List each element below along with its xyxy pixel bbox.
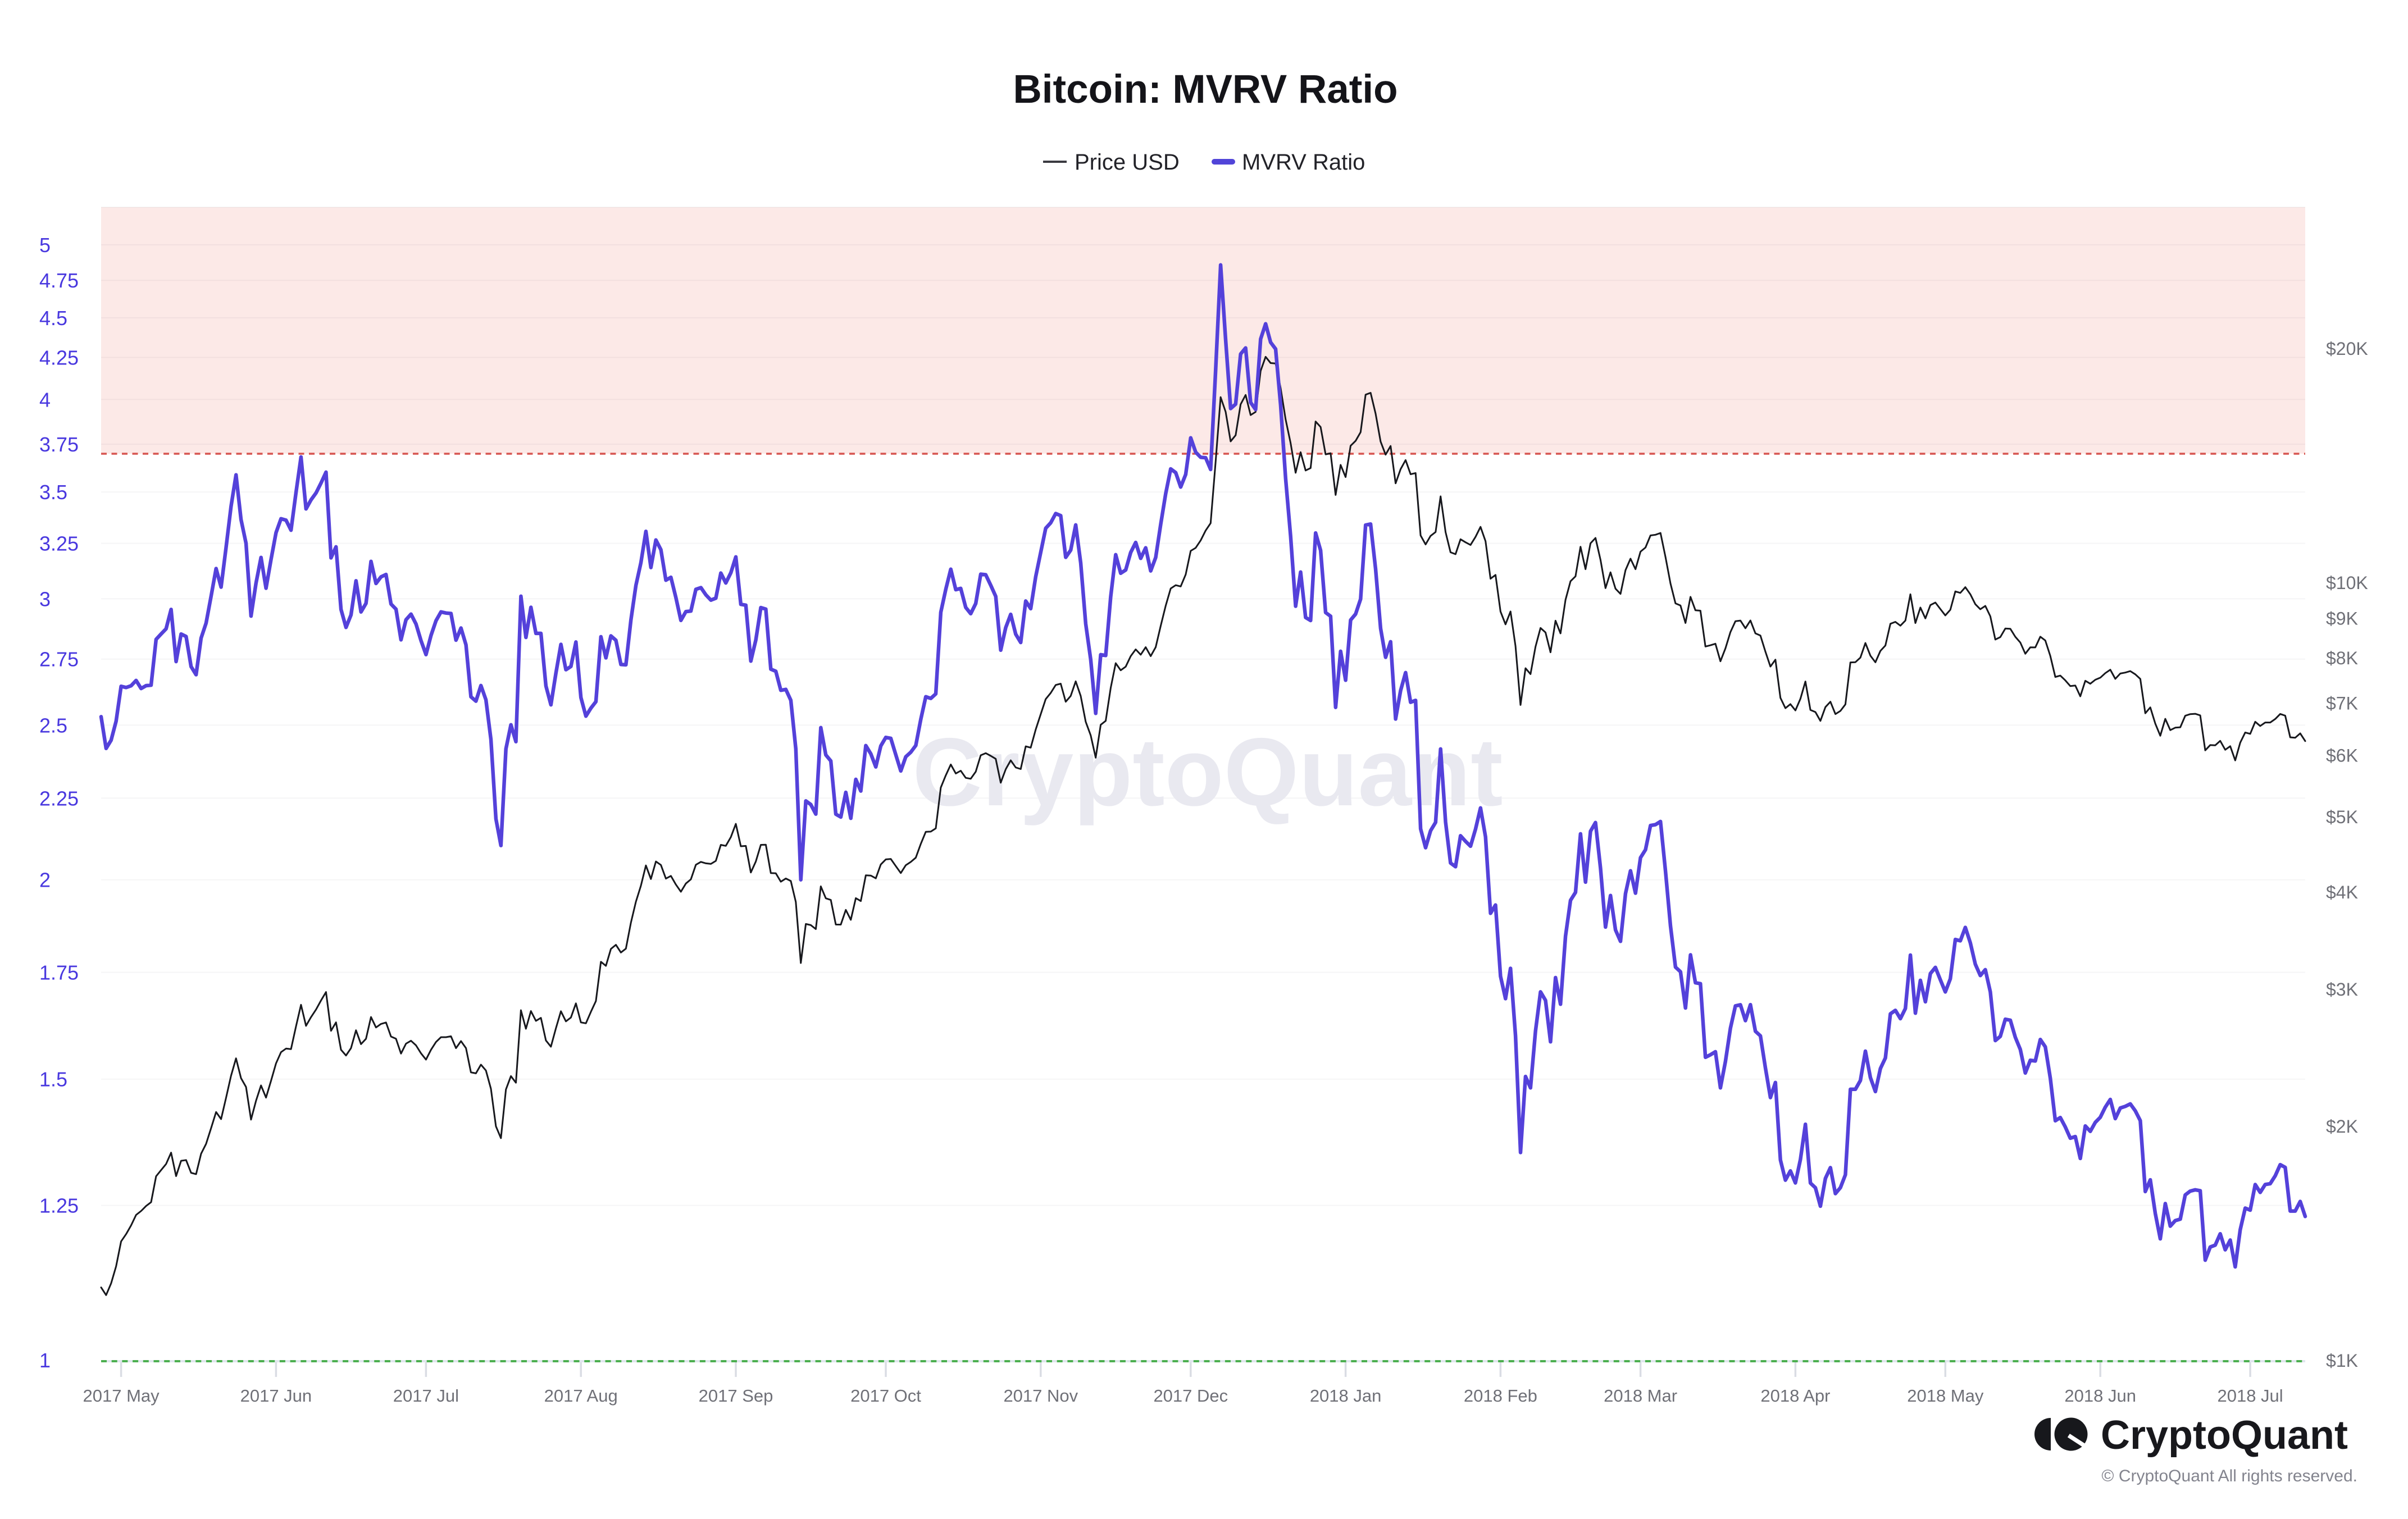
svg-text:2018 May: 2018 May [1907, 1386, 1984, 1406]
svg-text:2018 Feb: 2018 Feb [1464, 1386, 1537, 1406]
svg-text:3.75: 3.75 [39, 433, 79, 456]
svg-text:2018 Jun: 2018 Jun [2064, 1386, 2136, 1406]
svg-text:2.75: 2.75 [39, 648, 79, 671]
svg-text:CryptoQuant: CryptoQuant [2101, 1413, 2348, 1458]
svg-text:3.5: 3.5 [39, 481, 67, 504]
svg-text:1.5: 1.5 [39, 1068, 67, 1091]
svg-text:2017 Aug: 2017 Aug [544, 1386, 618, 1406]
svg-text:Price USD: Price USD [1075, 150, 1180, 175]
svg-text:2018 Jul: 2018 Jul [2217, 1386, 2283, 1406]
svg-text:$7K: $7K [2326, 694, 2358, 714]
svg-text:1.75: 1.75 [39, 961, 79, 984]
svg-text:3: 3 [39, 587, 51, 610]
svg-text:2018 Jan: 2018 Jan [1310, 1386, 1382, 1406]
svg-text:$3K: $3K [2326, 979, 2358, 1000]
svg-text:4.25: 4.25 [39, 346, 79, 370]
svg-text:3.25: 3.25 [39, 532, 79, 555]
svg-text:1.25: 1.25 [39, 1194, 79, 1217]
svg-text:2.25: 2.25 [39, 787, 79, 810]
svg-text:$10K: $10K [2326, 573, 2368, 593]
svg-text:2017 Dec: 2017 Dec [1153, 1386, 1228, 1406]
svg-text:4: 4 [39, 388, 51, 411]
svg-text:CryptoQuant: CryptoQuant [912, 718, 1503, 826]
svg-text:$6K: $6K [2326, 745, 2358, 765]
svg-text:2: 2 [39, 869, 51, 892]
svg-text:2.5: 2.5 [39, 714, 67, 737]
svg-text:$4K: $4K [2326, 882, 2358, 902]
svg-text:2017 Nov: 2017 Nov [1003, 1386, 1078, 1406]
svg-text:$20K: $20K [2326, 339, 2368, 359]
svg-text:$9K: $9K [2326, 608, 2358, 628]
svg-text:Bitcoin: MVRV Ratio: Bitcoin: MVRV Ratio [1013, 67, 1398, 112]
svg-text:© CryptoQuant All rights reser: © CryptoQuant All rights reserved. [2101, 1467, 2357, 1485]
svg-text:2018 Apr: 2018 Apr [1760, 1386, 1830, 1406]
svg-text:2017 May: 2017 May [83, 1386, 160, 1406]
svg-text:2017 Sep: 2017 Sep [699, 1386, 773, 1406]
svg-text:2017 Oct: 2017 Oct [850, 1386, 921, 1406]
svg-text:MVRV Ratio: MVRV Ratio [1242, 150, 1365, 175]
svg-text:$1K: $1K [2326, 1351, 2358, 1371]
svg-text:2017 Jun: 2017 Jun [240, 1386, 312, 1406]
svg-text:$8K: $8K [2326, 648, 2358, 668]
svg-text:$5K: $5K [2326, 807, 2358, 827]
svg-text:4.75: 4.75 [39, 269, 79, 292]
svg-text:2017 Jul: 2017 Jul [393, 1386, 459, 1406]
svg-text:1: 1 [39, 1349, 51, 1372]
svg-text:5: 5 [39, 234, 51, 257]
svg-text:$2K: $2K [2326, 1116, 2358, 1137]
svg-text:2018 Mar: 2018 Mar [1604, 1386, 1677, 1406]
svg-text:4.5: 4.5 [39, 307, 67, 330]
